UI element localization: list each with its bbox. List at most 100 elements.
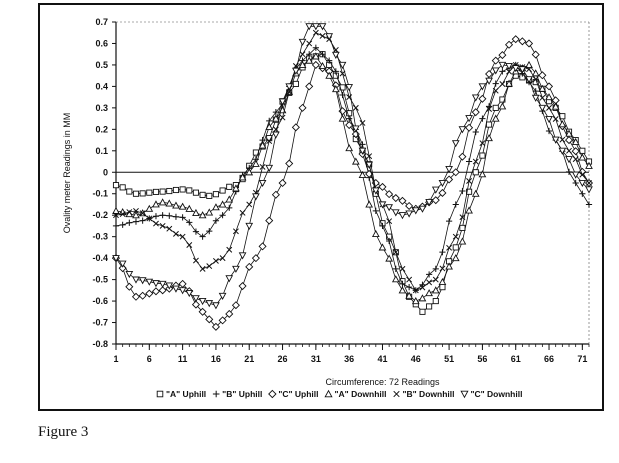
data-point-series-1 xyxy=(219,187,226,194)
data-point-series-3 xyxy=(571,147,580,156)
data-point-series-3 xyxy=(431,196,440,205)
data-point-series-5 xyxy=(392,249,399,256)
data-point-series-4 xyxy=(371,229,380,238)
data-point-series-4 xyxy=(252,159,260,167)
ovality-line-chart: 0.7 0.6 0.5 0.4 0.3 0.2 0.1 0 -0.1 -0.2 -0.3 -0.4 -0… xyxy=(62,17,594,399)
data-point-series-6 xyxy=(312,23,320,31)
data-point-series-5 xyxy=(352,104,359,111)
data-point-series-6 xyxy=(465,115,473,123)
data-point-series-6 xyxy=(198,298,207,306)
data-point-series-2 xyxy=(465,158,473,165)
data-point-series-5 xyxy=(559,136,566,143)
data-point-series-3 xyxy=(458,152,467,161)
data-point-series-4 xyxy=(438,277,447,286)
data-point-series-4 xyxy=(525,60,533,68)
legend-marker-2 xyxy=(212,390,220,398)
data-point-series-1 xyxy=(492,104,499,111)
data-point-series-2 xyxy=(499,68,506,75)
data-point-series-4 xyxy=(571,137,580,146)
data-point-series-3 xyxy=(145,289,154,298)
data-point-series-6 xyxy=(178,287,187,295)
data-point-series-6 xyxy=(438,179,447,188)
data-point-series-1 xyxy=(179,186,186,193)
data-point-series-3 xyxy=(125,282,134,291)
data-point-series-3 xyxy=(478,94,487,103)
data-point-series-6 xyxy=(165,282,174,290)
data-point-series-2 xyxy=(452,201,459,208)
data-point-series-3 xyxy=(491,56,500,65)
data-point-series-2 xyxy=(159,212,166,219)
data-point-series-5 xyxy=(586,180,592,186)
data-point-series-4 xyxy=(318,61,327,70)
data-point-series-6 xyxy=(152,280,160,288)
data-point-series-3 xyxy=(351,130,360,139)
data-point-series-5 xyxy=(259,163,266,170)
data-point-series-1 xyxy=(132,190,140,197)
data-point-series-4 xyxy=(178,202,187,210)
data-point-series-5 xyxy=(459,214,466,221)
figure-caption: Figure 3 xyxy=(38,424,89,440)
data-point-series-5 xyxy=(166,225,173,232)
data-point-series-3 xyxy=(438,188,447,197)
data-point-series-6 xyxy=(292,67,300,75)
data-point-series-4 xyxy=(158,198,167,206)
data-point-series-1 xyxy=(172,186,180,194)
chart-frame: 0.7 0.6 0.5 0.4 0.3 0.2 0.1 0 -0.1 -0.2 -0.3 -0.4 -0… xyxy=(38,3,604,411)
data-point-series-1 xyxy=(452,244,459,251)
legend-label-6: "C" Downhill xyxy=(470,389,522,399)
data-point-series-5 xyxy=(532,76,539,83)
data-point-series-4 xyxy=(578,153,587,161)
data-point-series-5 xyxy=(472,158,479,165)
data-point-series-2 xyxy=(472,128,479,136)
data-point-series-6 xyxy=(238,252,247,260)
data-point-series-5 xyxy=(486,106,493,113)
data-point-series-5 xyxy=(539,94,546,101)
data-point-series-2 xyxy=(459,187,466,195)
data-point-series-3 xyxy=(471,108,480,117)
data-point-series-2 xyxy=(432,265,439,272)
data-point-series-2 xyxy=(392,265,399,272)
data-point-series-5 xyxy=(499,81,506,87)
data-point-series-5 xyxy=(206,263,213,270)
data-point-series-5 xyxy=(439,265,446,272)
data-point-series-5 xyxy=(226,246,233,253)
data-point-series-4 xyxy=(478,170,487,178)
data-point-series-4 xyxy=(431,286,440,294)
data-point-series-2 xyxy=(206,228,213,235)
data-point-series-6 xyxy=(145,278,154,286)
data-point-series-3 xyxy=(465,123,474,132)
data-point-series-3 xyxy=(285,159,294,168)
y-tick-label: -0.3 xyxy=(92,232,108,242)
data-point-series-2 xyxy=(192,228,200,235)
x-tick-label: 51 xyxy=(444,354,454,364)
data-point-series-2 xyxy=(332,68,339,75)
data-point-series-1 xyxy=(479,152,486,159)
data-point-series-2 xyxy=(139,217,146,224)
legend-label-1: "A" Uphill xyxy=(166,389,206,399)
data-point-series-5 xyxy=(546,104,552,111)
data-point-series-6 xyxy=(232,265,240,273)
y-tick-label: -0.4 xyxy=(92,253,108,263)
data-point-series-5 xyxy=(173,230,179,237)
data-point-series-4 xyxy=(172,201,180,209)
y-tick-label: 0.6 xyxy=(95,38,108,48)
data-point-series-3 xyxy=(405,201,414,211)
data-point-series-1 xyxy=(212,191,219,198)
data-point-series-3 xyxy=(191,300,200,309)
legend-marker-3 xyxy=(268,389,277,399)
y-tick-label: 0.7 xyxy=(95,17,108,27)
data-point-series-4 xyxy=(585,161,593,169)
legend-label-2: "B" Uphill xyxy=(222,389,262,399)
data-point-series-5 xyxy=(232,228,239,235)
data-point-series-1 xyxy=(292,80,299,87)
data-point-series-1 xyxy=(339,84,346,91)
data-point-series-4 xyxy=(225,195,234,203)
x-tick-label: 1 xyxy=(113,354,118,364)
data-point-series-1 xyxy=(472,169,479,176)
data-point-series-4 xyxy=(378,243,387,251)
data-point-series-5 xyxy=(179,233,186,240)
data-point-series-6 xyxy=(331,51,340,59)
data-point-series-6 xyxy=(345,84,354,92)
data-point-series-6 xyxy=(378,201,387,209)
data-point-series-5 xyxy=(419,284,426,291)
